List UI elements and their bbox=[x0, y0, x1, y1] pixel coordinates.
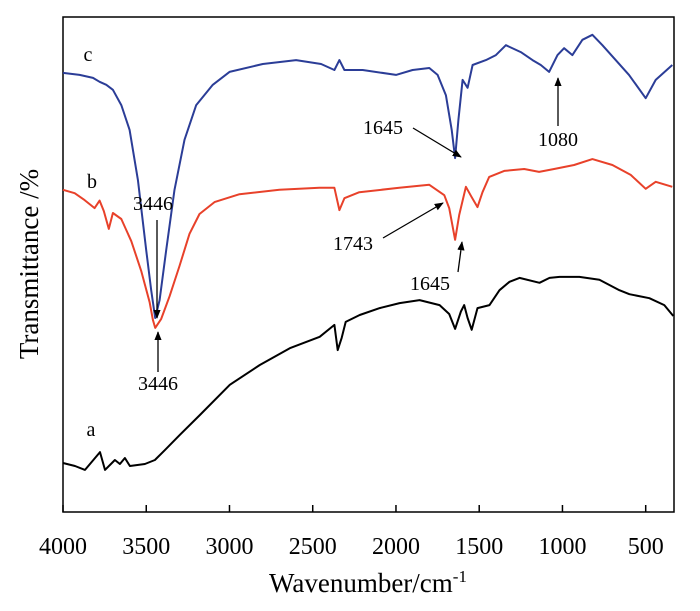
x-axis-label: Wavenumber/cm-1 bbox=[269, 567, 467, 598]
spectrum-line bbox=[62, 33, 673, 319]
x-axis-label-main: Wavenumber/cm bbox=[269, 568, 453, 598]
peak-annotation: 1080 bbox=[538, 129, 578, 151]
peak-annotation: 1645 bbox=[363, 117, 403, 139]
peak-annotation: 1645 bbox=[410, 273, 450, 295]
spectrum-line bbox=[62, 158, 673, 329]
series-label: a bbox=[87, 419, 96, 441]
annotation-arrow bbox=[457, 241, 465, 273]
x-tick-label: 1000 bbox=[538, 534, 586, 560]
peak-annotation: 3446 bbox=[133, 193, 173, 215]
x-tick-label: 2500 bbox=[289, 534, 337, 560]
x-tick-label: 3000 bbox=[205, 534, 253, 560]
peak-annotation: 3446 bbox=[138, 373, 178, 395]
annotation-arrow bbox=[382, 202, 444, 239]
annotation-arrow bbox=[412, 127, 462, 158]
peak-annotation: 1743 bbox=[333, 233, 373, 255]
y-axis-label: Transmittance /% bbox=[14, 169, 44, 359]
x-tick-label: 3500 bbox=[122, 534, 170, 560]
x-axis-label-sup: -1 bbox=[453, 567, 467, 586]
x-tick-label: 2000 bbox=[372, 534, 420, 560]
spectrum-line bbox=[62, 275, 675, 471]
x-tick-label: 500 bbox=[628, 534, 664, 560]
series-label: c bbox=[84, 44, 93, 66]
x-tick-label: 4000 bbox=[39, 534, 87, 560]
series-label: b bbox=[87, 171, 97, 193]
x-tick-label: 1500 bbox=[455, 534, 503, 560]
plot-frame bbox=[62, 16, 675, 513]
